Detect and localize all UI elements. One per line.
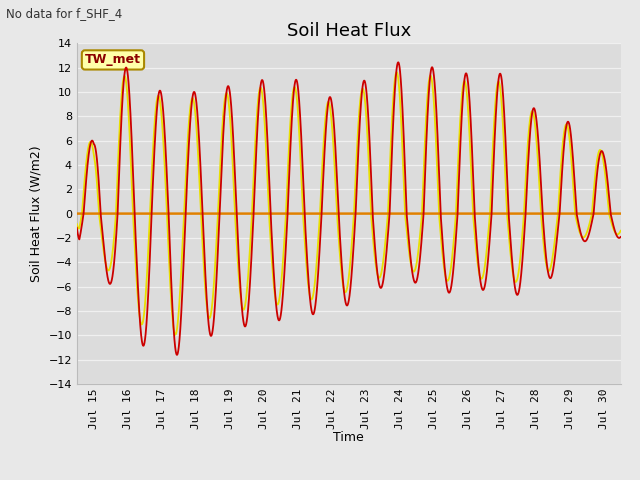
Y-axis label: Soil Heat Flux (W/m2): Soil Heat Flux (W/m2) [30, 145, 43, 282]
X-axis label: Time: Time [333, 431, 364, 444]
Text: No data for f_SHF_4: No data for f_SHF_4 [6, 7, 123, 20]
Text: TW_met: TW_met [85, 53, 141, 66]
Title: Soil Heat Flux: Soil Heat Flux [287, 22, 411, 40]
